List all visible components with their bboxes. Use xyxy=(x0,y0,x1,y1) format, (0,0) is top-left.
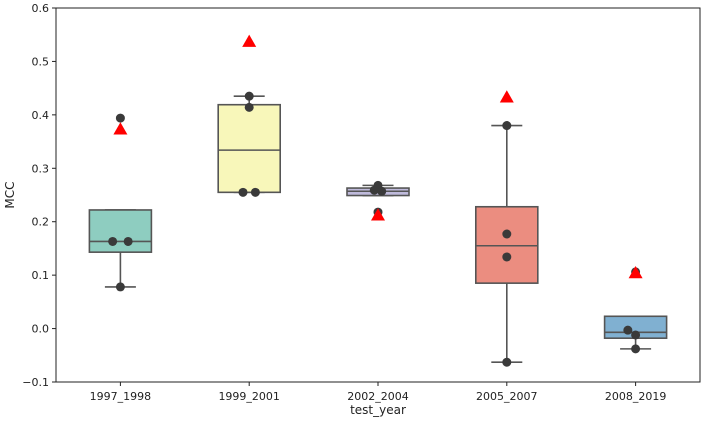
x-axis: 1997_1998 1999_2001 2002_2004 2005_2007 2008… xyxy=(90,382,667,403)
x-tick-label: 1997_1998 xyxy=(90,390,152,403)
data-point xyxy=(502,229,512,239)
plot-marks xyxy=(88,34,668,367)
y-tick-label: 0.6 xyxy=(32,2,50,15)
data-point xyxy=(123,236,133,246)
plot-frame xyxy=(55,7,701,383)
box-body xyxy=(217,103,281,194)
data-point xyxy=(108,236,118,246)
data-point xyxy=(502,252,512,262)
triangle-marker xyxy=(242,34,257,47)
x-tick-label: 2005_2007 xyxy=(476,390,538,403)
y-tick-label: 0.4 xyxy=(32,109,50,122)
y-tick-label: 0.0 xyxy=(32,323,50,336)
x-axis-label: test_year xyxy=(350,403,406,417)
data-point xyxy=(631,344,641,354)
y-tick-label: 0.1 xyxy=(32,269,50,282)
data-point xyxy=(238,187,248,197)
box-group-2002_2004 xyxy=(346,180,410,221)
data-point xyxy=(369,185,379,195)
data-point xyxy=(244,102,254,112)
y-axis: −0.1 0.0 0.1 0.2 0.3 0.4 0.5 0.6 xyxy=(22,2,56,389)
data-point xyxy=(250,187,260,197)
y-tick-label: 0.3 xyxy=(32,162,50,175)
box-body xyxy=(88,209,153,253)
data-point xyxy=(115,282,125,292)
triangle-marker xyxy=(499,90,514,103)
y-tick-label: 0.5 xyxy=(32,55,50,68)
y-tick-label: 0.2 xyxy=(32,216,50,229)
box-body xyxy=(474,205,539,284)
data-point xyxy=(631,330,641,340)
triangle-marker xyxy=(371,208,385,221)
y-tick-label: −0.1 xyxy=(22,376,49,389)
x-tick-label: 1999_2001 xyxy=(218,390,280,403)
data-point xyxy=(244,91,254,101)
triangle-marker xyxy=(628,266,643,279)
box-group-1997_1998 xyxy=(88,113,153,292)
data-point xyxy=(623,325,633,335)
triangle-marker xyxy=(113,122,128,135)
box-group-2005_2007 xyxy=(474,90,539,367)
data-point xyxy=(502,121,512,131)
box-group-2008_2019 xyxy=(603,266,668,354)
x-tick-label: 2002_2004 xyxy=(347,390,409,403)
data-point xyxy=(502,357,512,367)
data-point xyxy=(115,113,125,123)
x-tick-label: 2008_2019 xyxy=(605,390,667,403)
box-group-1999_2001 xyxy=(217,34,281,197)
data-point xyxy=(377,186,387,196)
y-axis-label: MCC xyxy=(3,181,17,208)
